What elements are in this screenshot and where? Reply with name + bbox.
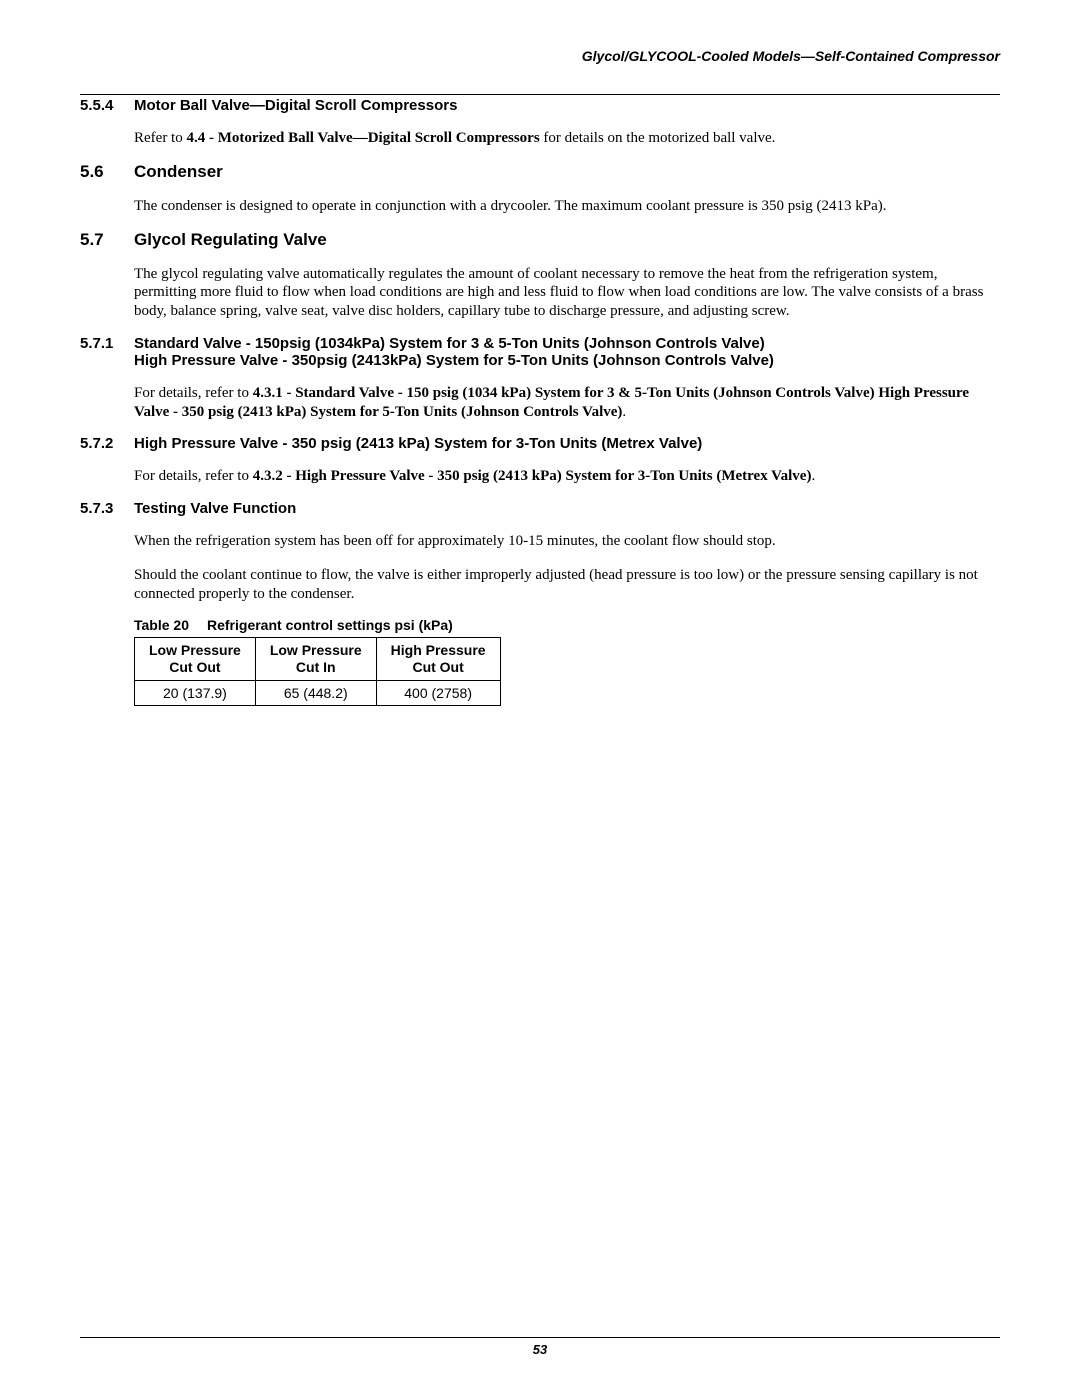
table-title: Refrigerant control settings psi (kPa) bbox=[207, 617, 453, 633]
heading-5-6: 5.6 Condenser bbox=[80, 162, 1000, 182]
table-cell: 400 (2758) bbox=[376, 680, 500, 705]
text: Cut In bbox=[296, 659, 336, 675]
section-5-7-1: 5.7.1 Standard Valve - 150psig (1034kPa)… bbox=[80, 335, 1000, 422]
heading-5-7-2: 5.7.2 High Pressure Valve - 350 psig (24… bbox=[80, 435, 1000, 452]
text: Cut Out bbox=[169, 659, 220, 675]
heading-number: 5.7.1 bbox=[80, 335, 134, 352]
table-row: 20 (137.9) 65 (448.2) 400 (2758) bbox=[135, 680, 501, 705]
heading-title: Motor Ball Valve—Digital Scroll Compress… bbox=[134, 97, 457, 114]
heading-number: 5.7.2 bbox=[80, 435, 134, 452]
heading-title: High Pressure Valve - 350 psig (2413 kPa… bbox=[134, 435, 702, 452]
text: . bbox=[811, 468, 815, 484]
text: . bbox=[622, 404, 626, 420]
paragraph: Should the coolant continue to flow, the… bbox=[134, 566, 1000, 604]
text: Cut Out bbox=[412, 659, 463, 675]
xref: 4.3.1 - Standard Valve - 150 psig (1034 … bbox=[134, 385, 969, 420]
paragraph: The condenser is designed to operate in … bbox=[134, 197, 1000, 216]
section-5-5-4: 5.5.4 Motor Ball Valve—Digital Scroll Co… bbox=[80, 97, 1000, 148]
text: Refer to bbox=[134, 130, 186, 146]
table-header-row: Low PressureCut Out Low PressureCut In H… bbox=[135, 638, 501, 681]
heading-title: Glycol Regulating Valve bbox=[134, 230, 327, 250]
paragraph: When the refrigeration system has been o… bbox=[134, 532, 1000, 551]
heading-number: 5.7.3 bbox=[80, 500, 134, 517]
heading-title: Condenser bbox=[134, 162, 223, 182]
heading-5-7-1-line2: High Pressure Valve - 350psig (2413kPa) … bbox=[80, 352, 1000, 369]
section-5-7-3: 5.7.3 Testing Valve Function When the re… bbox=[80, 500, 1000, 706]
page-number: 53 bbox=[80, 1342, 1000, 1357]
section-5-6: 5.6 Condenser The condenser is designed … bbox=[80, 162, 1000, 216]
col-header: High PressureCut Out bbox=[376, 638, 500, 681]
heading-5-7-1: 5.7.1 Standard Valve - 150psig (1034kPa)… bbox=[80, 335, 1000, 352]
heading-number: 5.5.4 bbox=[80, 97, 134, 114]
running-header: Glycol/GLYCOOL-Cooled Models—Self-Contai… bbox=[80, 48, 1000, 66]
text: High Pressure bbox=[391, 642, 486, 658]
document-page: Glycol/GLYCOOL-Cooled Models—Self-Contai… bbox=[0, 0, 1080, 1397]
table-refrigerant-settings: Low PressureCut Out Low PressureCut In H… bbox=[134, 637, 501, 706]
text: for details on the motorized ball valve. bbox=[540, 130, 776, 146]
heading-title: Testing Valve Function bbox=[134, 500, 296, 517]
text: For details, refer to bbox=[134, 385, 253, 401]
table-cell: 20 (137.9) bbox=[135, 680, 256, 705]
table-cell: 65 (448.2) bbox=[255, 680, 376, 705]
heading-title-line2: High Pressure Valve - 350psig (2413kPa) … bbox=[134, 352, 774, 369]
heading-5-5-4: 5.5.4 Motor Ball Valve—Digital Scroll Co… bbox=[80, 97, 1000, 114]
col-header: Low PressureCut Out bbox=[135, 638, 256, 681]
section-5-7-2: 5.7.2 High Pressure Valve - 350 psig (24… bbox=[80, 435, 1000, 486]
table-label: Table 20 bbox=[134, 617, 189, 633]
xref: 4.4 - Motorized Ball Valve—Digital Scrol… bbox=[186, 130, 539, 146]
heading-number: 5.6 bbox=[80, 162, 134, 182]
heading-number: 5.7 bbox=[80, 230, 134, 250]
text: Low Pressure bbox=[149, 642, 241, 658]
xref: 4.3.2 - High Pressure Valve - 350 psig (… bbox=[253, 468, 812, 484]
paragraph: For details, refer to 4.3.2 - High Press… bbox=[134, 467, 1000, 486]
table-caption: Table 20 Refrigerant control settings psi… bbox=[134, 617, 1000, 633]
heading-title-line1: Standard Valve - 150psig (1034kPa) Syste… bbox=[134, 335, 765, 352]
heading-5-7-3: 5.7.3 Testing Valve Function bbox=[80, 500, 1000, 517]
header-rule bbox=[80, 94, 1000, 95]
heading-5-7: 5.7 Glycol Regulating Valve bbox=[80, 230, 1000, 250]
text: Low Pressure bbox=[270, 642, 362, 658]
paragraph: For details, refer to 4.3.1 - Standard V… bbox=[134, 384, 1000, 422]
paragraph: Refer to 4.4 - Motorized Ball Valve—Digi… bbox=[134, 129, 1000, 148]
paragraph: The glycol regulating valve automaticall… bbox=[134, 265, 1000, 321]
text: For details, refer to bbox=[134, 468, 253, 484]
footer-rule bbox=[80, 1337, 1000, 1338]
col-header: Low PressureCut In bbox=[255, 638, 376, 681]
page-footer: 53 bbox=[80, 1337, 1000, 1357]
section-5-7: 5.7 Glycol Regulating Valve The glycol r… bbox=[80, 230, 1000, 321]
